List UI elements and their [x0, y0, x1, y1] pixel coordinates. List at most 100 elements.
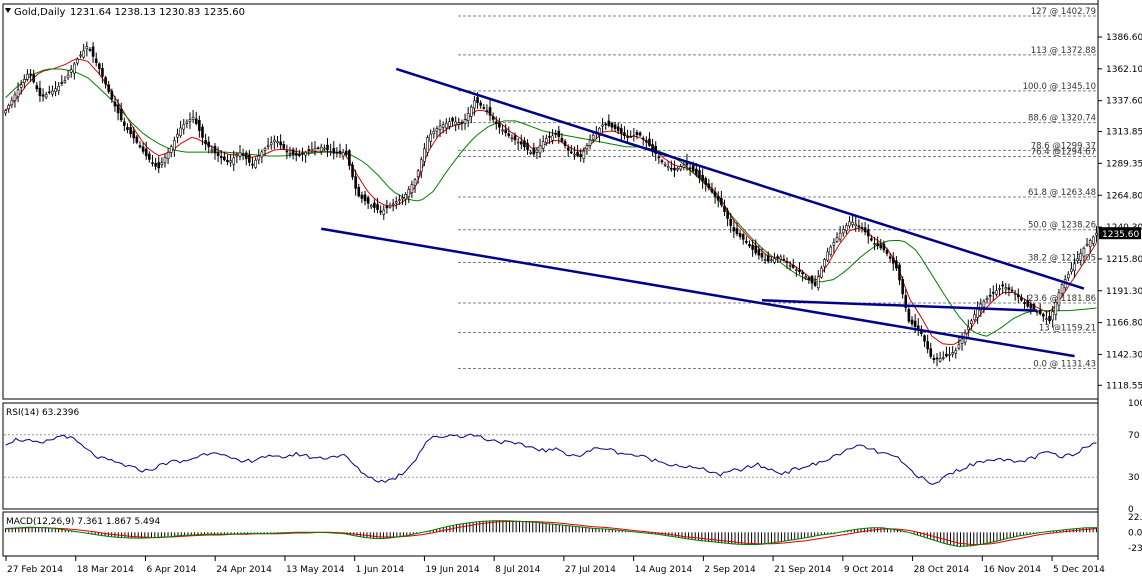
- candle-body: [888, 256, 892, 259]
- price-axis-label: 1166.80: [1106, 319, 1142, 329]
- candle-body: [754, 245, 758, 254]
- candle-body: [820, 267, 823, 278]
- candle-body: [104, 77, 107, 85]
- candle-body: [304, 151, 307, 156]
- candle-body: [257, 155, 261, 161]
- candle-body: [298, 153, 301, 157]
- candle-body: [301, 152, 304, 155]
- candle-body: [570, 151, 573, 154]
- macd-axis-label: 0.00: [1128, 528, 1142, 538]
- candle-body: [507, 133, 511, 136]
- candle-body: [688, 167, 692, 170]
- candle-body: [529, 152, 532, 154]
- candle-body: [119, 109, 123, 121]
- candle-body: [504, 129, 507, 134]
- rsi-title: RSI(14) 63.2396: [6, 408, 79, 418]
- candle-body: [895, 260, 898, 269]
- date-axis-label: 18 Mar 2014: [77, 565, 134, 575]
- candle-body: [585, 145, 589, 150]
- candle-body: [266, 145, 270, 147]
- candle-body: [757, 249, 761, 256]
- candle-body: [485, 110, 489, 112]
- candle-body: [957, 344, 961, 349]
- candle-body: [695, 168, 698, 175]
- fib-label: 23.6 @ 1181.86: [1028, 294, 1096, 304]
- candle-body: [573, 153, 576, 156]
- candle-body: [779, 256, 783, 260]
- candle-body: [369, 205, 373, 208]
- candle-body: [554, 132, 557, 135]
- candle-body: [804, 276, 808, 279]
- candle-body: [413, 179, 417, 186]
- candle-body: [866, 229, 870, 237]
- candle-body: [204, 140, 207, 144]
- candle-body: [310, 148, 314, 152]
- candle-body: [998, 288, 1001, 290]
- fib-label: 13 @1159.21: [1039, 323, 1096, 333]
- candle-body: [135, 136, 139, 143]
- candle-body: [1054, 301, 1058, 315]
- rsi-axis-label: 70: [1128, 431, 1140, 441]
- candle-body: [579, 154, 582, 157]
- candle-body: [185, 121, 189, 124]
- candle-body: [626, 136, 629, 139]
- candle-body: [863, 227, 867, 233]
- candle-body: [735, 228, 739, 235]
- candle-body: [1032, 304, 1036, 311]
- candle-body: [1060, 284, 1064, 294]
- candle-body: [23, 79, 26, 83]
- candle-body: [923, 335, 926, 342]
- candle-body: [373, 202, 376, 208]
- date-axis-label: 1 Jun 2014: [356, 565, 405, 575]
- candle-body: [338, 150, 342, 154]
- rsi-axis-label: 100: [1128, 399, 1142, 409]
- candle-body: [1082, 247, 1086, 257]
- candle-body: [219, 156, 223, 159]
- candle-body: [841, 229, 845, 234]
- candle-body: [91, 46, 95, 57]
- candle-body: [801, 272, 804, 275]
- candle-body: [713, 191, 717, 197]
- fib-label: 0.0 @ 1131.43: [1033, 360, 1096, 370]
- candle-body: [545, 138, 548, 143]
- candle-body: [729, 218, 733, 226]
- candle-body: [469, 106, 473, 117]
- candle-body: [526, 143, 529, 150]
- candle-body: [623, 132, 626, 136]
- candle-body: [138, 145, 142, 148]
- candle-body: [654, 145, 658, 154]
- candle-body: [291, 149, 295, 155]
- candle-body: [648, 138, 651, 146]
- macd-main-line: [5, 520, 1097, 547]
- candle-body: [313, 148, 317, 152]
- candle-body: [57, 85, 61, 92]
- candle-body: [1057, 292, 1061, 306]
- candle-body: [885, 250, 889, 254]
- candle-body: [426, 137, 429, 153]
- candle-body: [44, 94, 48, 98]
- candle-body: [791, 264, 795, 268]
- title-dropdown-icon: [5, 8, 11, 13]
- candle-body: [7, 105, 10, 109]
- candle-body: [357, 187, 361, 197]
- candle-body: [1092, 236, 1095, 244]
- candle-body: [607, 120, 611, 127]
- candle-body: [635, 132, 639, 135]
- candle-body: [1051, 311, 1054, 321]
- candle-body: [235, 154, 239, 157]
- candle-body: [604, 123, 608, 126]
- candle-body: [873, 243, 876, 246]
- candle-body: [63, 80, 67, 83]
- candle-body: [10, 99, 14, 106]
- rsi-line: [5, 433, 1097, 485]
- candle-body: [38, 87, 42, 97]
- candle-body: [51, 90, 54, 95]
- candle-body: [760, 253, 764, 258]
- candle-body: [901, 279, 904, 295]
- candle-body: [982, 300, 986, 308]
- candle-body: [701, 175, 704, 182]
- candle-body: [945, 353, 948, 357]
- candle-body: [670, 167, 673, 170]
- candle-body: [629, 136, 633, 138]
